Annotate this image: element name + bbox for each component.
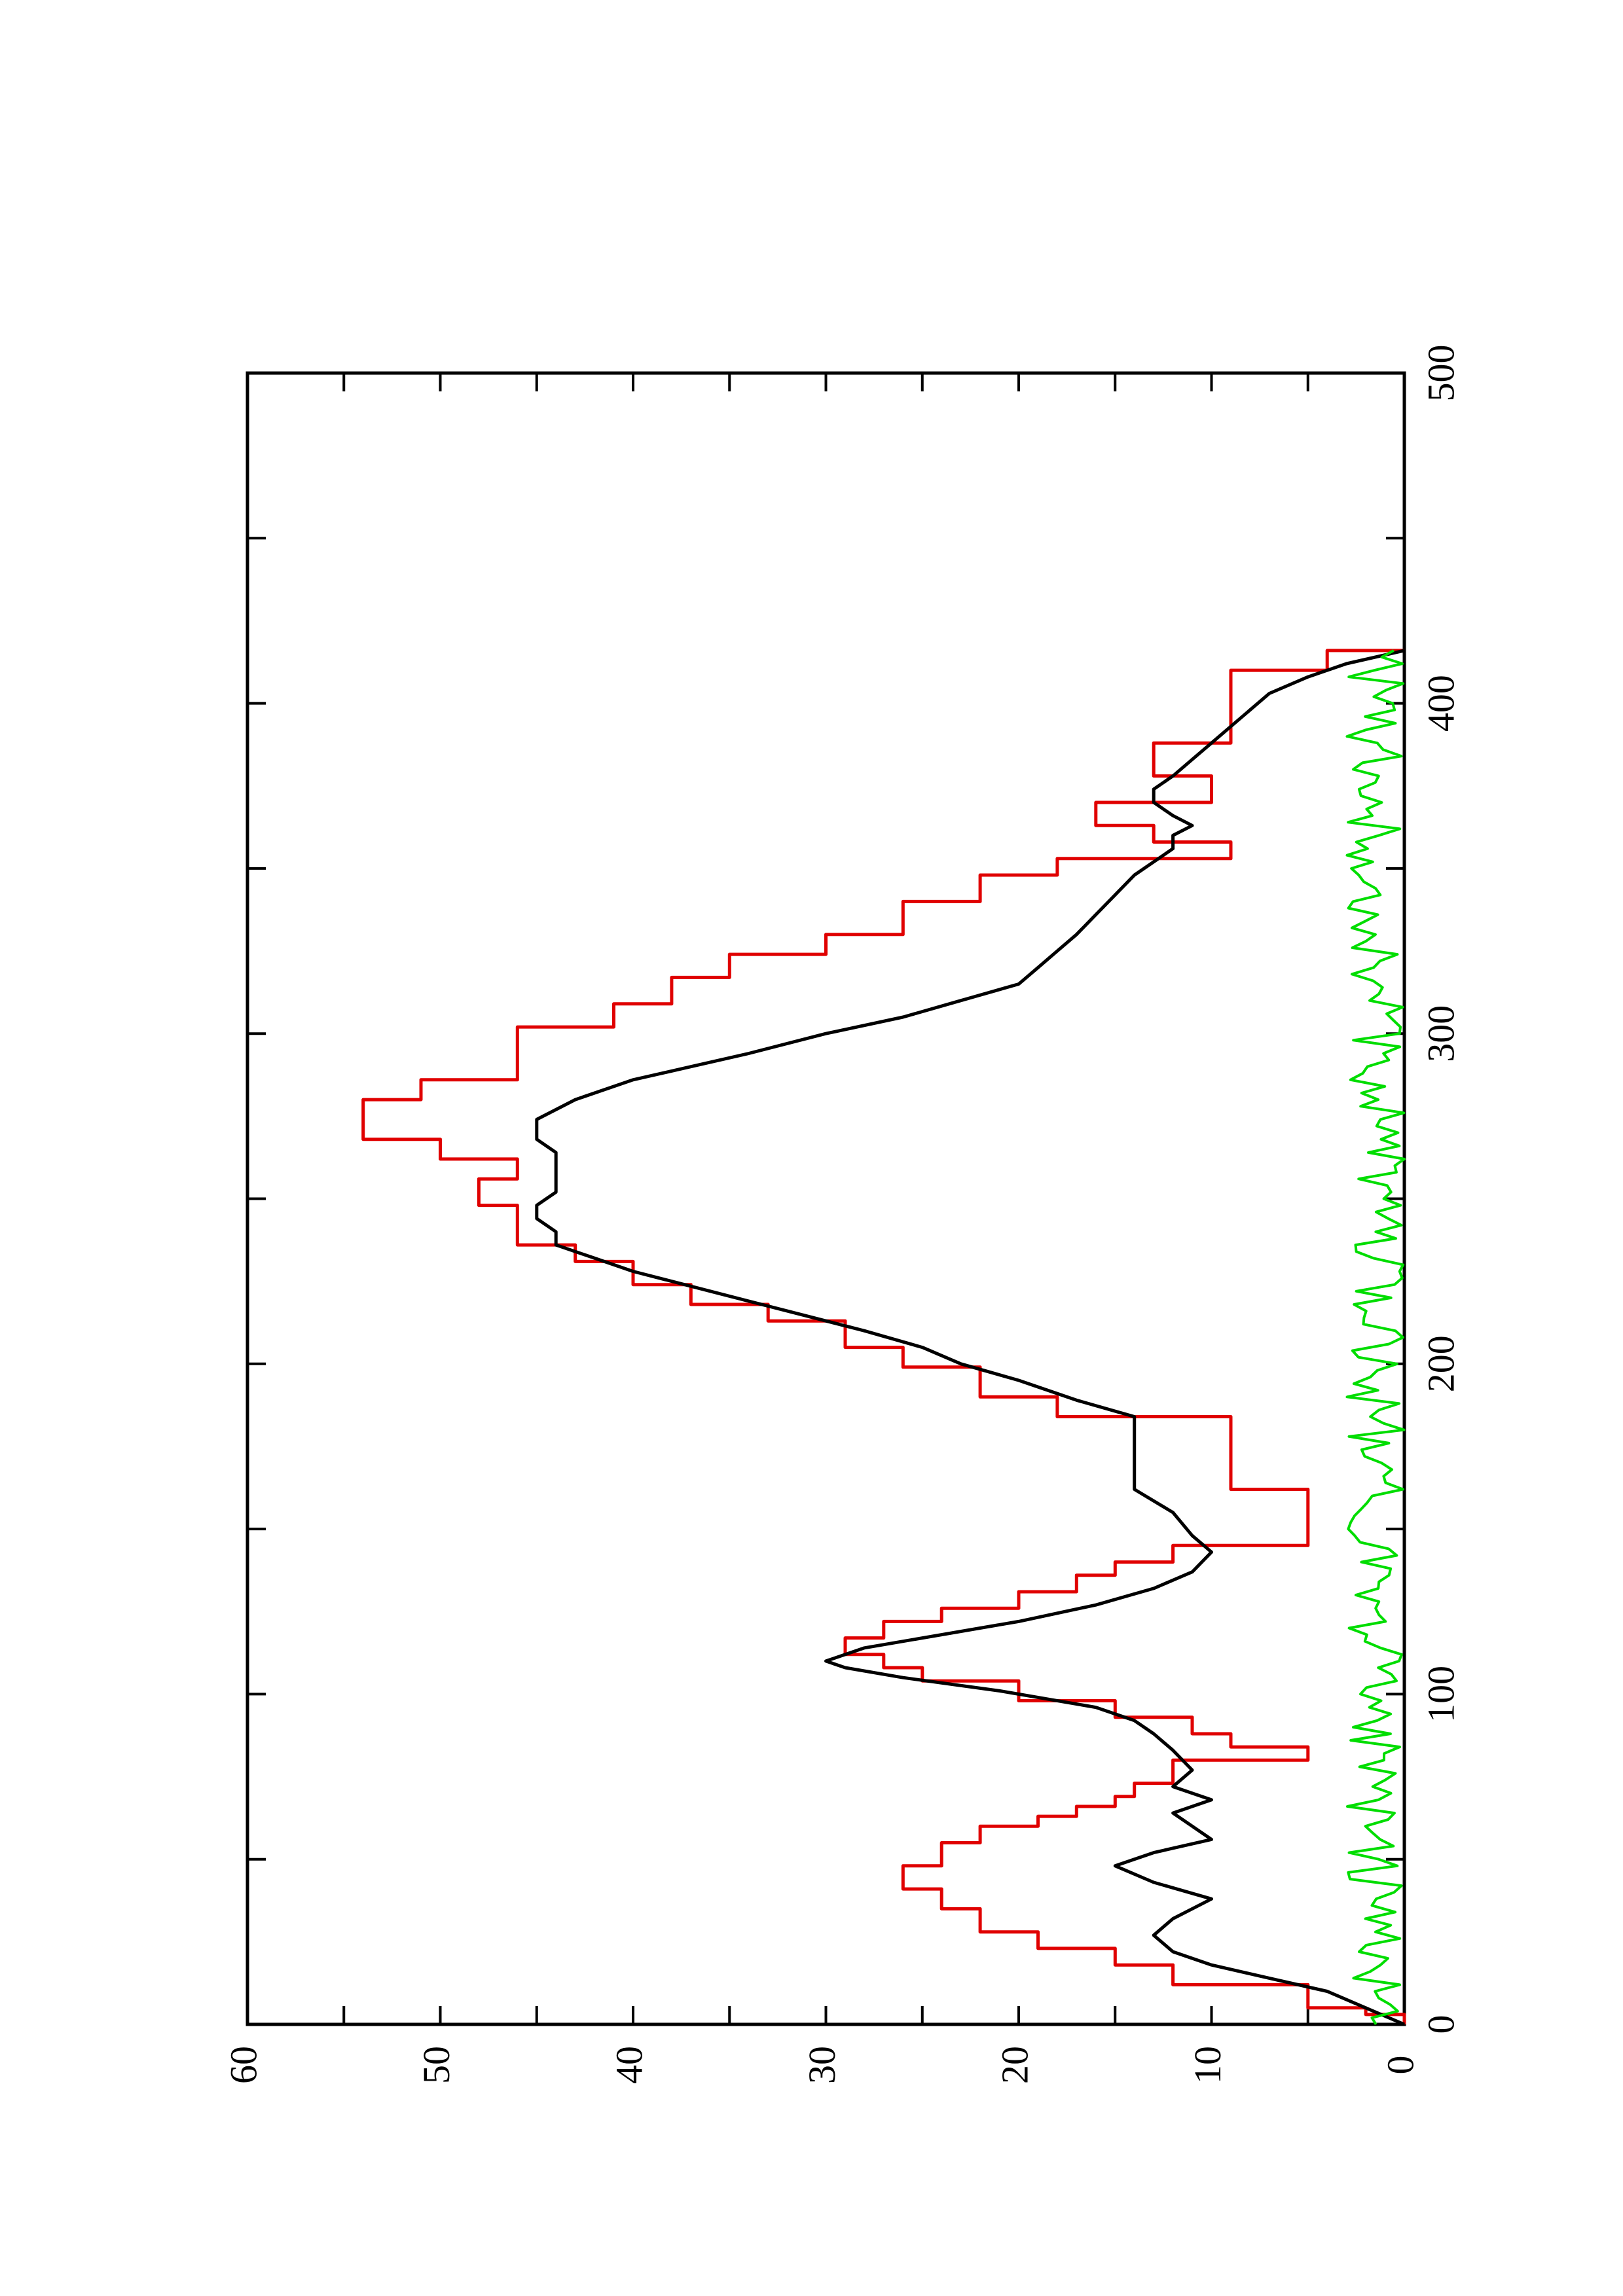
x-tick-label: 300 [1419,1005,1462,1062]
axis-tick-labels: 0 100 200 300 400 500 0 10 20 30 40 50 60 [222,345,1462,2085]
x-tick-label: 400 [1419,675,1462,732]
y-tick-label: 60 [222,2046,264,2084]
y-tick-label: 20 [993,2046,1036,2084]
series-layer [361,649,1406,2026]
x-tick-label: 200 [1419,1335,1462,1392]
x-tick-label: 500 [1419,345,1462,402]
y-tick-label: 30 [801,2046,843,2084]
y-tick-label: 50 [415,2046,458,2084]
y-tick-label: 0 [1379,2056,1421,2075]
plot-frame [246,371,1406,2026]
axis-ticks [246,372,1406,2026]
x-tick-label: 100 [1419,1666,1462,1723]
y-tick-label: 40 [608,2046,650,2084]
series-black-line [535,649,1405,2026]
x-tick-label: 0 [1419,2015,1462,2034]
series-red-step [361,649,1406,2024]
y-tick-label: 10 [1186,2046,1229,2084]
series-green-line [1345,649,1406,2026]
